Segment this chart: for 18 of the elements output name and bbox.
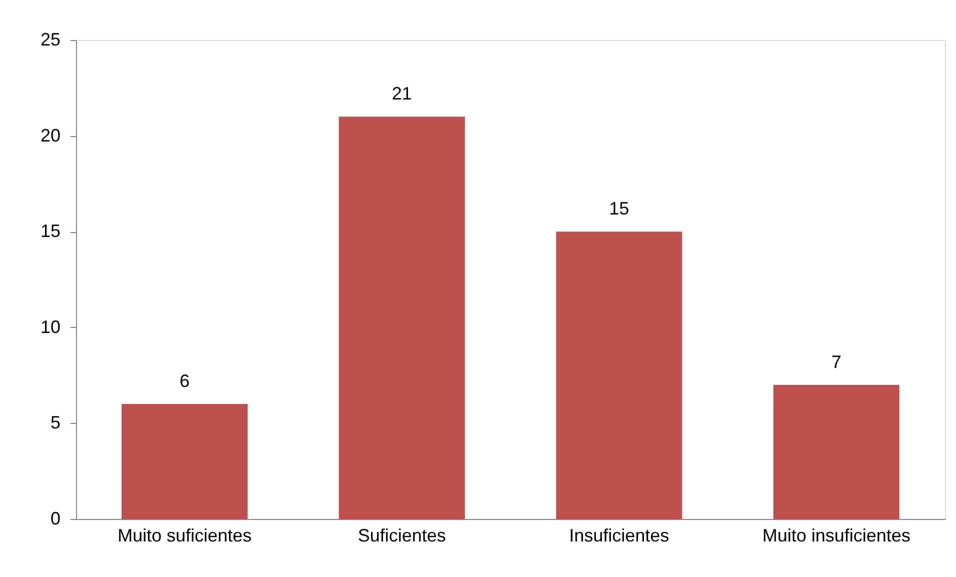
y-tick-label: 0 xyxy=(50,508,60,528)
y-tick-label: 5 xyxy=(50,412,60,433)
data-label: 21 xyxy=(392,84,412,104)
y-tick-label: 25 xyxy=(40,30,60,50)
data-label: 7 xyxy=(831,352,842,372)
data-label: 6 xyxy=(180,371,190,392)
x-tick-label: Insuficientes xyxy=(569,526,670,546)
data-label: 15 xyxy=(609,198,630,219)
bar xyxy=(773,384,900,519)
x-tick-label: Muito insuficientes xyxy=(762,526,910,546)
y-tick-label: 15 xyxy=(40,221,60,242)
x-tick-label: Suficientes xyxy=(358,526,446,546)
bar xyxy=(556,232,682,519)
y-tick-label: 10 xyxy=(40,316,60,337)
bar xyxy=(338,116,465,519)
bar xyxy=(122,404,248,519)
y-tick-label: 20 xyxy=(40,125,60,146)
x-tick-label: Muito suficientes xyxy=(118,526,252,546)
